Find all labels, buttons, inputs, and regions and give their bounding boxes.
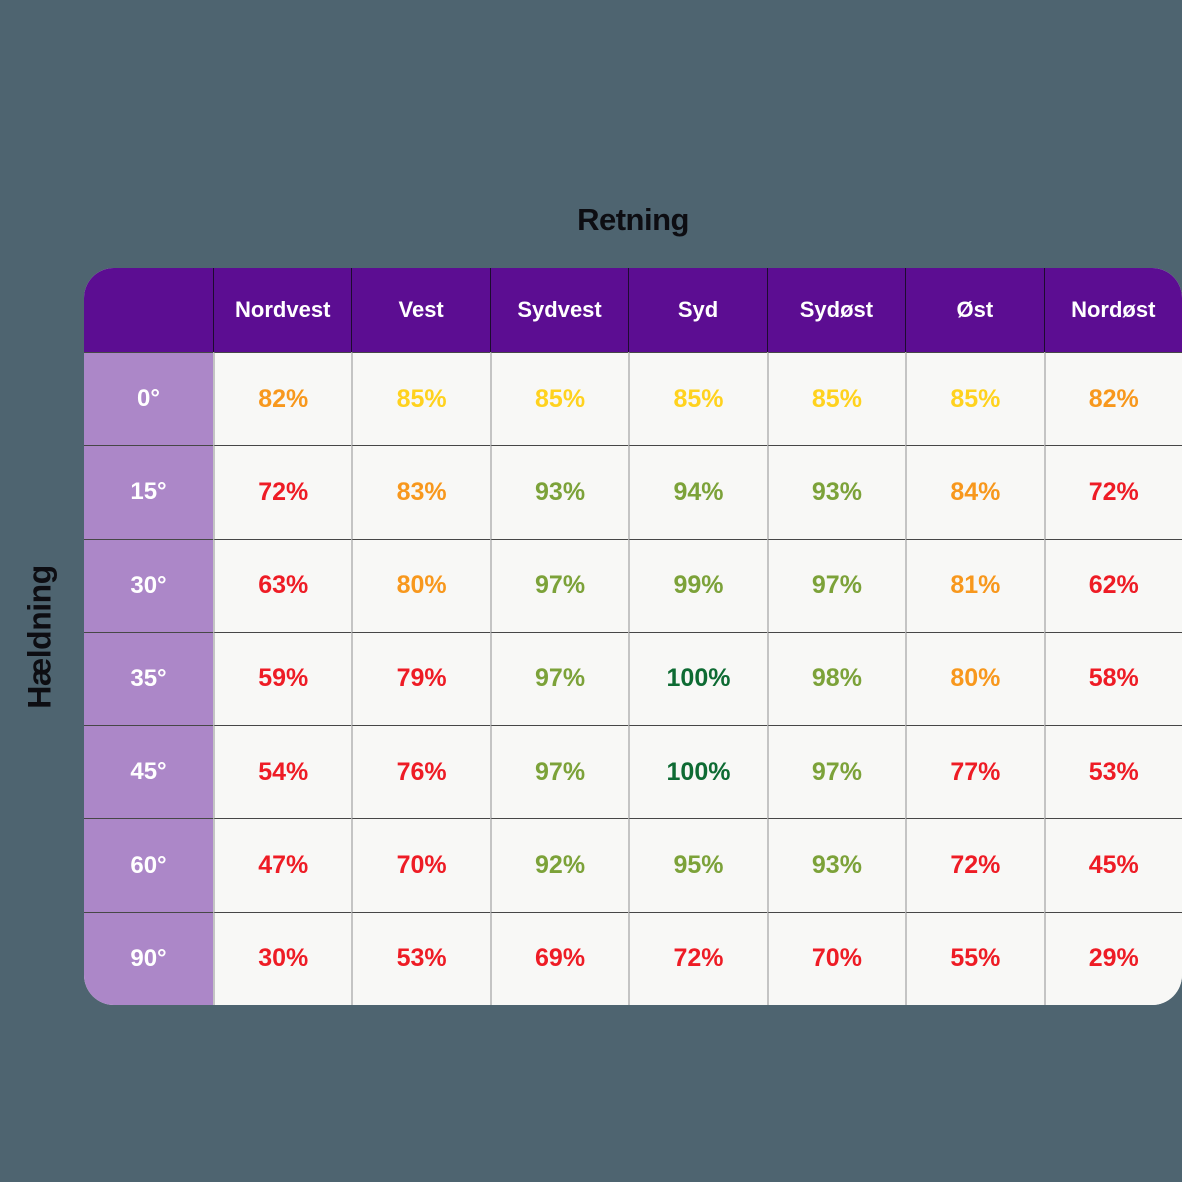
- cell-2-2: 97%: [489, 538, 629, 632]
- cell-4-3: 100%: [628, 725, 767, 819]
- cell-3-4: 98%: [766, 631, 906, 726]
- cell-1-2: 93%: [489, 445, 629, 539]
- cell-1-3: 94%: [628, 445, 767, 539]
- cell-5-5: 72%: [905, 818, 1044, 912]
- row-axis-title: Hældning: [21, 565, 58, 709]
- cell-6-3: 72%: [628, 911, 767, 1005]
- col-header-2: Sydvest: [489, 268, 629, 352]
- cell-5-1: 70%: [351, 818, 490, 912]
- row-header-3: 35°: [84, 631, 213, 726]
- cell-5-0: 47%: [213, 818, 352, 912]
- cell-3-2: 97%: [489, 631, 629, 726]
- cell-2-6: 62%: [1043, 538, 1182, 632]
- cell-4-0: 54%: [213, 725, 352, 819]
- row-header-2: 30°: [84, 538, 213, 632]
- cell-3-5: 80%: [905, 631, 1044, 726]
- cell-6-0: 30%: [213, 911, 352, 1005]
- cell-6-6: 29%: [1043, 911, 1182, 1005]
- cell-5-2: 92%: [489, 818, 629, 912]
- col-header-1: Vest: [351, 268, 490, 352]
- cell-3-1: 79%: [351, 631, 490, 726]
- column-axis-title: Retning: [577, 202, 689, 237]
- cell-0-1: 85%: [351, 352, 490, 446]
- cell-6-2: 69%: [489, 911, 629, 1005]
- row-header-5: 60°: [84, 818, 213, 912]
- cell-1-0: 72%: [213, 445, 352, 539]
- cell-5-3: 95%: [628, 818, 767, 912]
- cell-6-5: 55%: [905, 911, 1044, 1005]
- col-header-5: Øst: [905, 268, 1044, 352]
- cell-6-4: 70%: [766, 911, 906, 1005]
- cell-1-5: 84%: [905, 445, 1044, 539]
- cell-2-4: 97%: [766, 538, 906, 632]
- row-header-0: 0°: [84, 352, 213, 446]
- cell-4-5: 77%: [905, 725, 1044, 819]
- cell-0-0: 82%: [213, 352, 352, 446]
- cell-0-6: 82%: [1043, 352, 1182, 446]
- col-header-4: Sydøst: [766, 268, 906, 352]
- cell-1-4: 93%: [766, 445, 906, 539]
- cell-4-6: 53%: [1043, 725, 1182, 819]
- cell-0-3: 85%: [628, 352, 767, 446]
- cell-0-2: 85%: [489, 352, 629, 446]
- col-header-3: Syd: [628, 268, 767, 352]
- cell-2-3: 99%: [628, 538, 767, 632]
- cell-0-4: 85%: [766, 352, 906, 446]
- cell-4-1: 76%: [351, 725, 490, 819]
- cell-5-4: 93%: [766, 818, 906, 912]
- cell-1-1: 83%: [351, 445, 490, 539]
- row-header-1: 15°: [84, 445, 213, 539]
- cell-3-0: 59%: [213, 631, 352, 726]
- cell-3-3: 100%: [628, 631, 767, 726]
- cell-2-0: 63%: [213, 538, 352, 632]
- row-header-6: 90°: [84, 911, 213, 1005]
- row-header-4: 45°: [84, 725, 213, 819]
- cell-2-5: 81%: [905, 538, 1044, 632]
- cell-4-2: 97%: [489, 725, 629, 819]
- cell-6-1: 53%: [351, 911, 490, 1005]
- corner-cell: [84, 268, 213, 352]
- cell-4-4: 97%: [766, 725, 906, 819]
- col-header-0: Nordvest: [213, 268, 352, 352]
- heatmap-table: Nordvest Vest Sydvest Syd Sydøst Øst Nordøst 0°…: [84, 268, 1182, 1005]
- cell-1-6: 72%: [1043, 445, 1182, 539]
- cell-0-5: 85%: [905, 352, 1044, 446]
- cell-3-6: 58%: [1043, 631, 1182, 726]
- cell-2-1: 80%: [351, 538, 490, 632]
- cell-5-6: 45%: [1043, 818, 1182, 912]
- col-header-6: Nordøst: [1043, 268, 1182, 352]
